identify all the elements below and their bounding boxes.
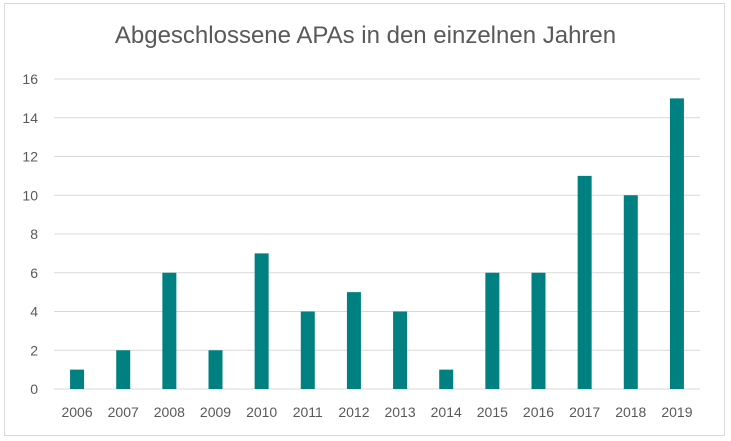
bar-2008 xyxy=(162,272,177,389)
x-tick-label: 2017 xyxy=(569,404,600,420)
x-tick-label: 2006 xyxy=(61,404,92,420)
bar-2018 xyxy=(623,195,638,389)
chart-title: Abgeschlossene APAs in den einzelnen Jah… xyxy=(114,22,617,49)
gridlines xyxy=(54,78,700,390)
x-tick-label: 2011 xyxy=(293,404,323,420)
y-tick-label: 12 xyxy=(22,149,38,165)
bar-2015 xyxy=(485,272,500,389)
y-tick-label: 10 xyxy=(22,187,38,203)
x-tick-label: 2008 xyxy=(154,404,185,420)
x-tick-label: 2015 xyxy=(477,404,508,420)
x-axis-tick-labels: 2006 2007 2008 2009 2010 2011 2012 2013 2014 2015… xyxy=(61,404,692,420)
x-tick-label: 2019 xyxy=(661,404,692,420)
x-tick-label: 2018 xyxy=(615,404,646,420)
bar-2006 xyxy=(70,369,85,389)
bar-2009 xyxy=(208,350,223,389)
y-tick-label: 6 xyxy=(30,265,38,281)
bar-2007 xyxy=(116,350,131,389)
y-tick-label: 4 xyxy=(30,304,38,320)
y-axis-tick-labels: 0 2 4 6 8 10 12 14 16 xyxy=(22,71,38,397)
bar-2019 xyxy=(669,98,684,389)
x-tick-label: 2010 xyxy=(246,404,277,420)
x-tick-label: 2016 xyxy=(523,404,554,420)
x-tick-label: 2012 xyxy=(338,404,369,420)
bar-2014 xyxy=(439,369,454,389)
x-tick-label: 2009 xyxy=(200,404,231,420)
x-tick-label: 2013 xyxy=(384,404,415,420)
x-tick-label: 2014 xyxy=(431,404,462,420)
y-tick-label: 8 xyxy=(30,226,38,242)
x-tick-label: 2007 xyxy=(108,404,139,420)
bar-2010 xyxy=(254,253,269,389)
y-tick-label: 0 xyxy=(30,381,38,397)
bar-2011 xyxy=(300,311,315,389)
bar-2017 xyxy=(577,175,592,389)
bars xyxy=(70,98,684,389)
bar-2012 xyxy=(346,292,361,389)
bar-2016 xyxy=(531,272,546,389)
y-tick-label: 14 xyxy=(22,110,38,126)
y-tick-label: 16 xyxy=(22,71,38,87)
bar-2013 xyxy=(393,311,408,389)
y-tick-label: 2 xyxy=(30,342,38,358)
